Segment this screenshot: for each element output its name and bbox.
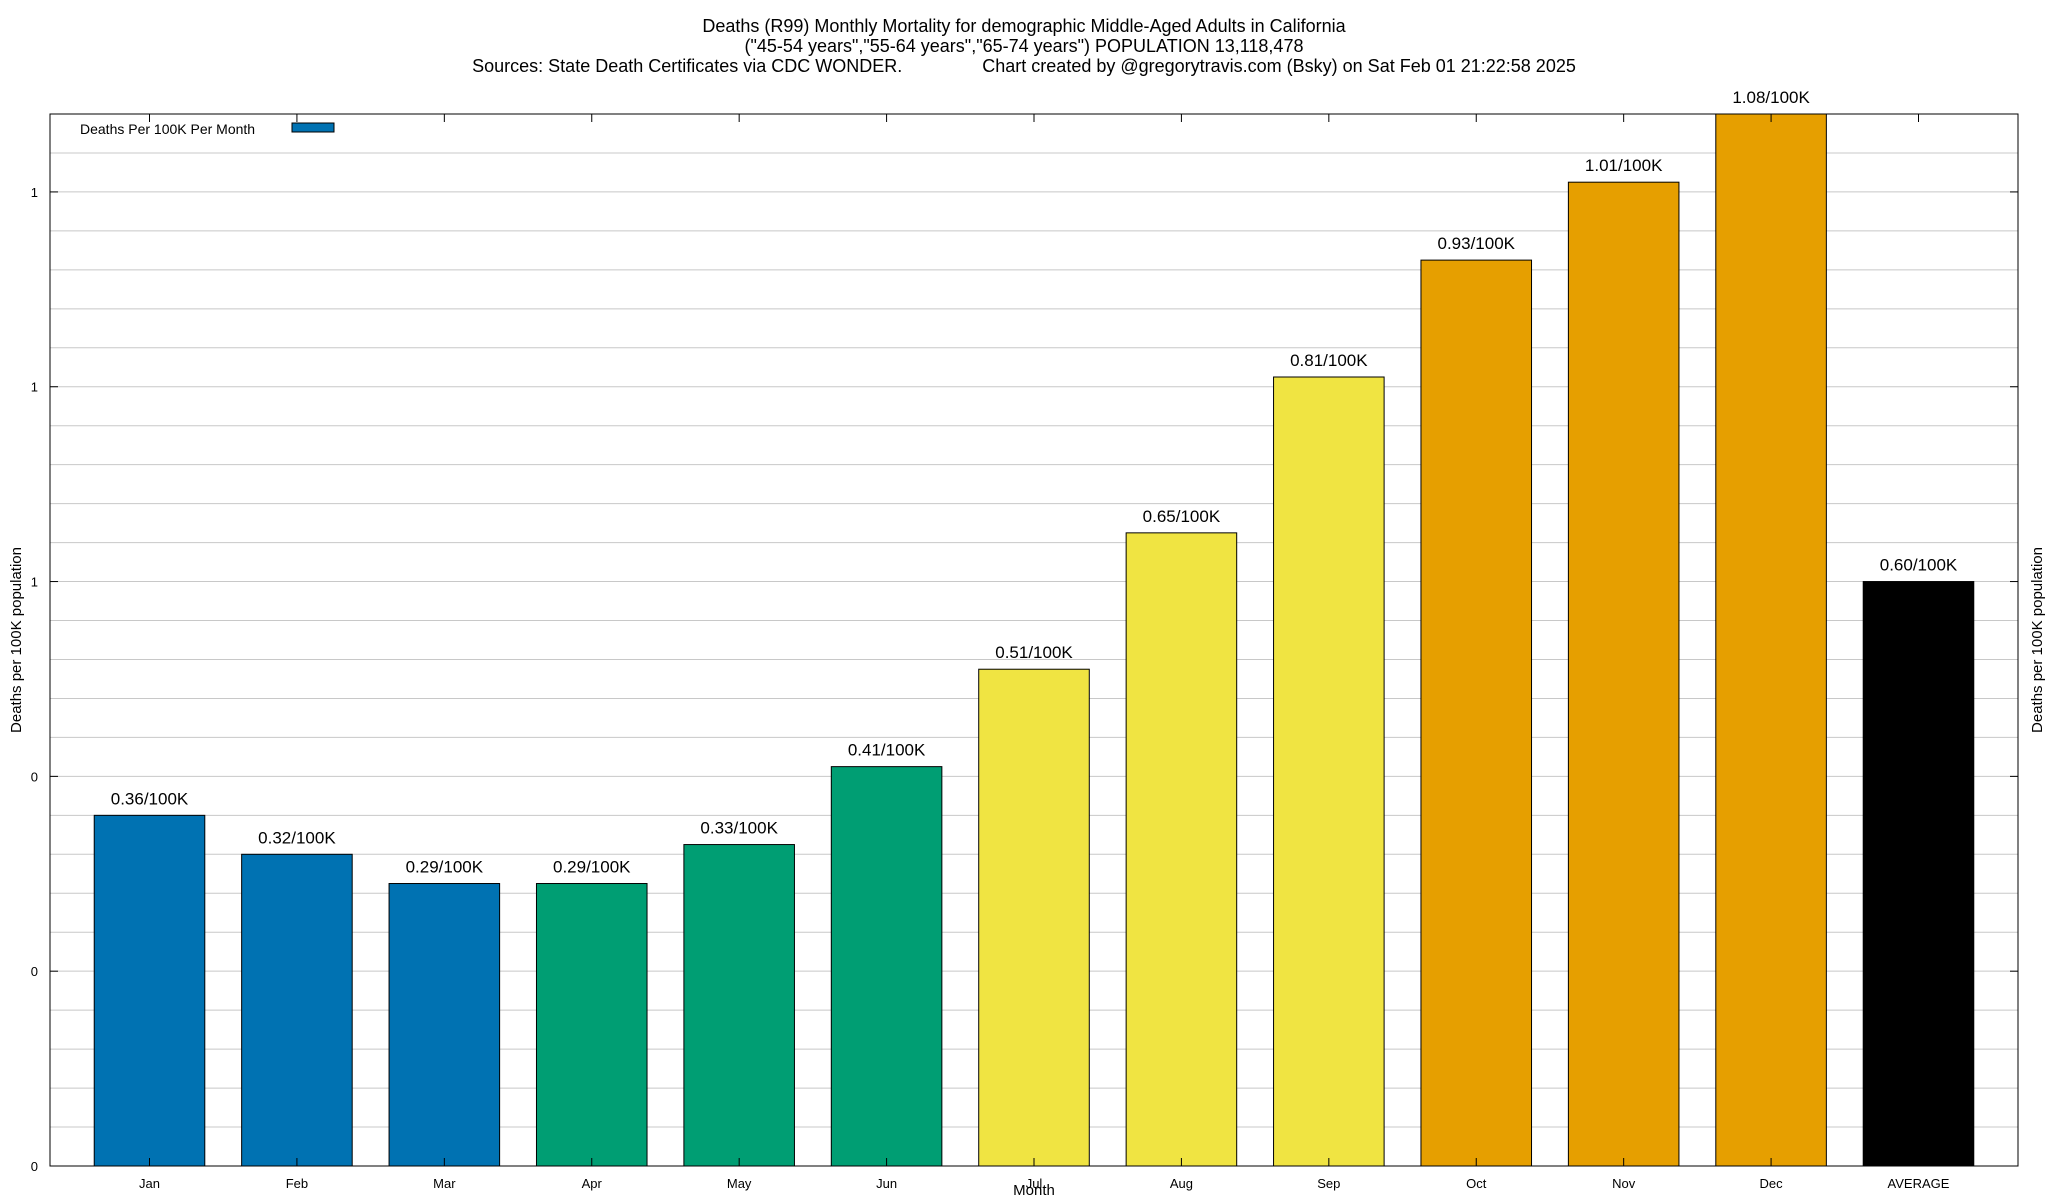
bar-value-label: 0.36/100K	[111, 789, 189, 808]
bar-value-label: 0.29/100K	[553, 858, 631, 877]
y-tick-label: 0	[31, 1159, 38, 1174]
title-line-2: ("45-54 years","55-64 years","65-74 year…	[745, 36, 1304, 56]
bar-aug	[1125, 532, 1238, 1167]
x-tick-label: May	[727, 1176, 752, 1191]
x-tick-label: Jan	[139, 1176, 160, 1191]
bar-value-label: 0.93/100K	[1437, 234, 1515, 253]
bars	[93, 113, 1975, 1167]
y-tick-label: 1	[31, 185, 38, 200]
bar-value-label: 0.81/100K	[1290, 351, 1368, 370]
bar-value-label: 0.51/100K	[995, 643, 1073, 662]
bar-sep	[1273, 376, 1385, 1167]
bar-value-label: 0.33/100K	[700, 819, 778, 838]
bar-value-label: 1.08/100K	[1732, 88, 1810, 107]
x-axis-label: Month	[1013, 1182, 1055, 1199]
x-tick-label: Nov	[1612, 1176, 1636, 1191]
y-tick-label: 1	[31, 380, 38, 395]
bar-value-label: 1.01/100K	[1585, 156, 1663, 175]
y-axis-label-right: Deaths per 100K population	[2029, 547, 2046, 733]
legend-label: Deaths Per 100K Per Month	[80, 121, 255, 137]
bar-nov	[1567, 181, 1680, 1167]
bar-value-label: 0.60/100K	[1880, 556, 1958, 575]
x-tick-label: Sep	[1317, 1176, 1340, 1191]
bar-value-label: 0.32/100K	[258, 828, 336, 847]
bar-jul	[978, 668, 1090, 1167]
y-tick-label: 0	[31, 769, 38, 784]
bar-mar	[388, 883, 501, 1167]
bar-value-label: 0.41/100K	[848, 741, 926, 760]
grid	[50, 113, 2018, 1128]
bar-apr	[535, 883, 648, 1167]
legend-swatch	[291, 122, 335, 133]
bar-feb	[241, 853, 353, 1167]
x-tick-label: Aug	[1170, 1176, 1193, 1191]
x-tick-label: Oct	[1466, 1176, 1487, 1191]
x-ticks: Jan Feb Mar Apr May Jun Jul Aug Sep Oct Nov Dec AVER…	[139, 114, 1950, 1191]
legend: Deaths Per 100K Per Month	[80, 121, 335, 137]
y-axis-label: Deaths per 100K population	[8, 547, 25, 733]
x-tick-label: AVERAGE	[1888, 1176, 1950, 1191]
y-tick-label: 0	[31, 964, 38, 979]
bar-oct	[1420, 259, 1533, 1167]
x-tick-label: Jul	[1026, 1176, 1043, 1191]
x-tick-label: Apr	[582, 1176, 603, 1191]
x-tick-label: Jun	[876, 1176, 897, 1191]
plot-frame	[49, 113, 2019, 1167]
bar-average	[1862, 581, 1975, 1167]
x-tick-label: Dec	[1760, 1176, 1784, 1191]
bar-jun	[830, 766, 943, 1167]
x-tick-label: Mar	[433, 1176, 456, 1191]
bar-labels: 0.36/100K 0.32/100K 0.29/100K 0.29/100K 0.33…	[111, 88, 1958, 877]
title-line-1: Deaths (R99) Monthly Mortality for demog…	[702, 16, 1346, 36]
bar-may	[683, 844, 795, 1167]
x-tick-label: Feb	[286, 1176, 308, 1191]
bar-jan	[93, 814, 206, 1167]
y-tick-label: 1	[31, 575, 38, 590]
chart-title: Deaths (R99) Monthly Mortality for demog…	[472, 16, 1576, 76]
title-line-3: Sources: State Death Certificates via CD…	[472, 56, 1576, 76]
bar-dec	[1715, 113, 1827, 1167]
bar-value-label: 0.29/100K	[406, 858, 484, 877]
bar-value-label: 0.65/100K	[1143, 507, 1221, 526]
